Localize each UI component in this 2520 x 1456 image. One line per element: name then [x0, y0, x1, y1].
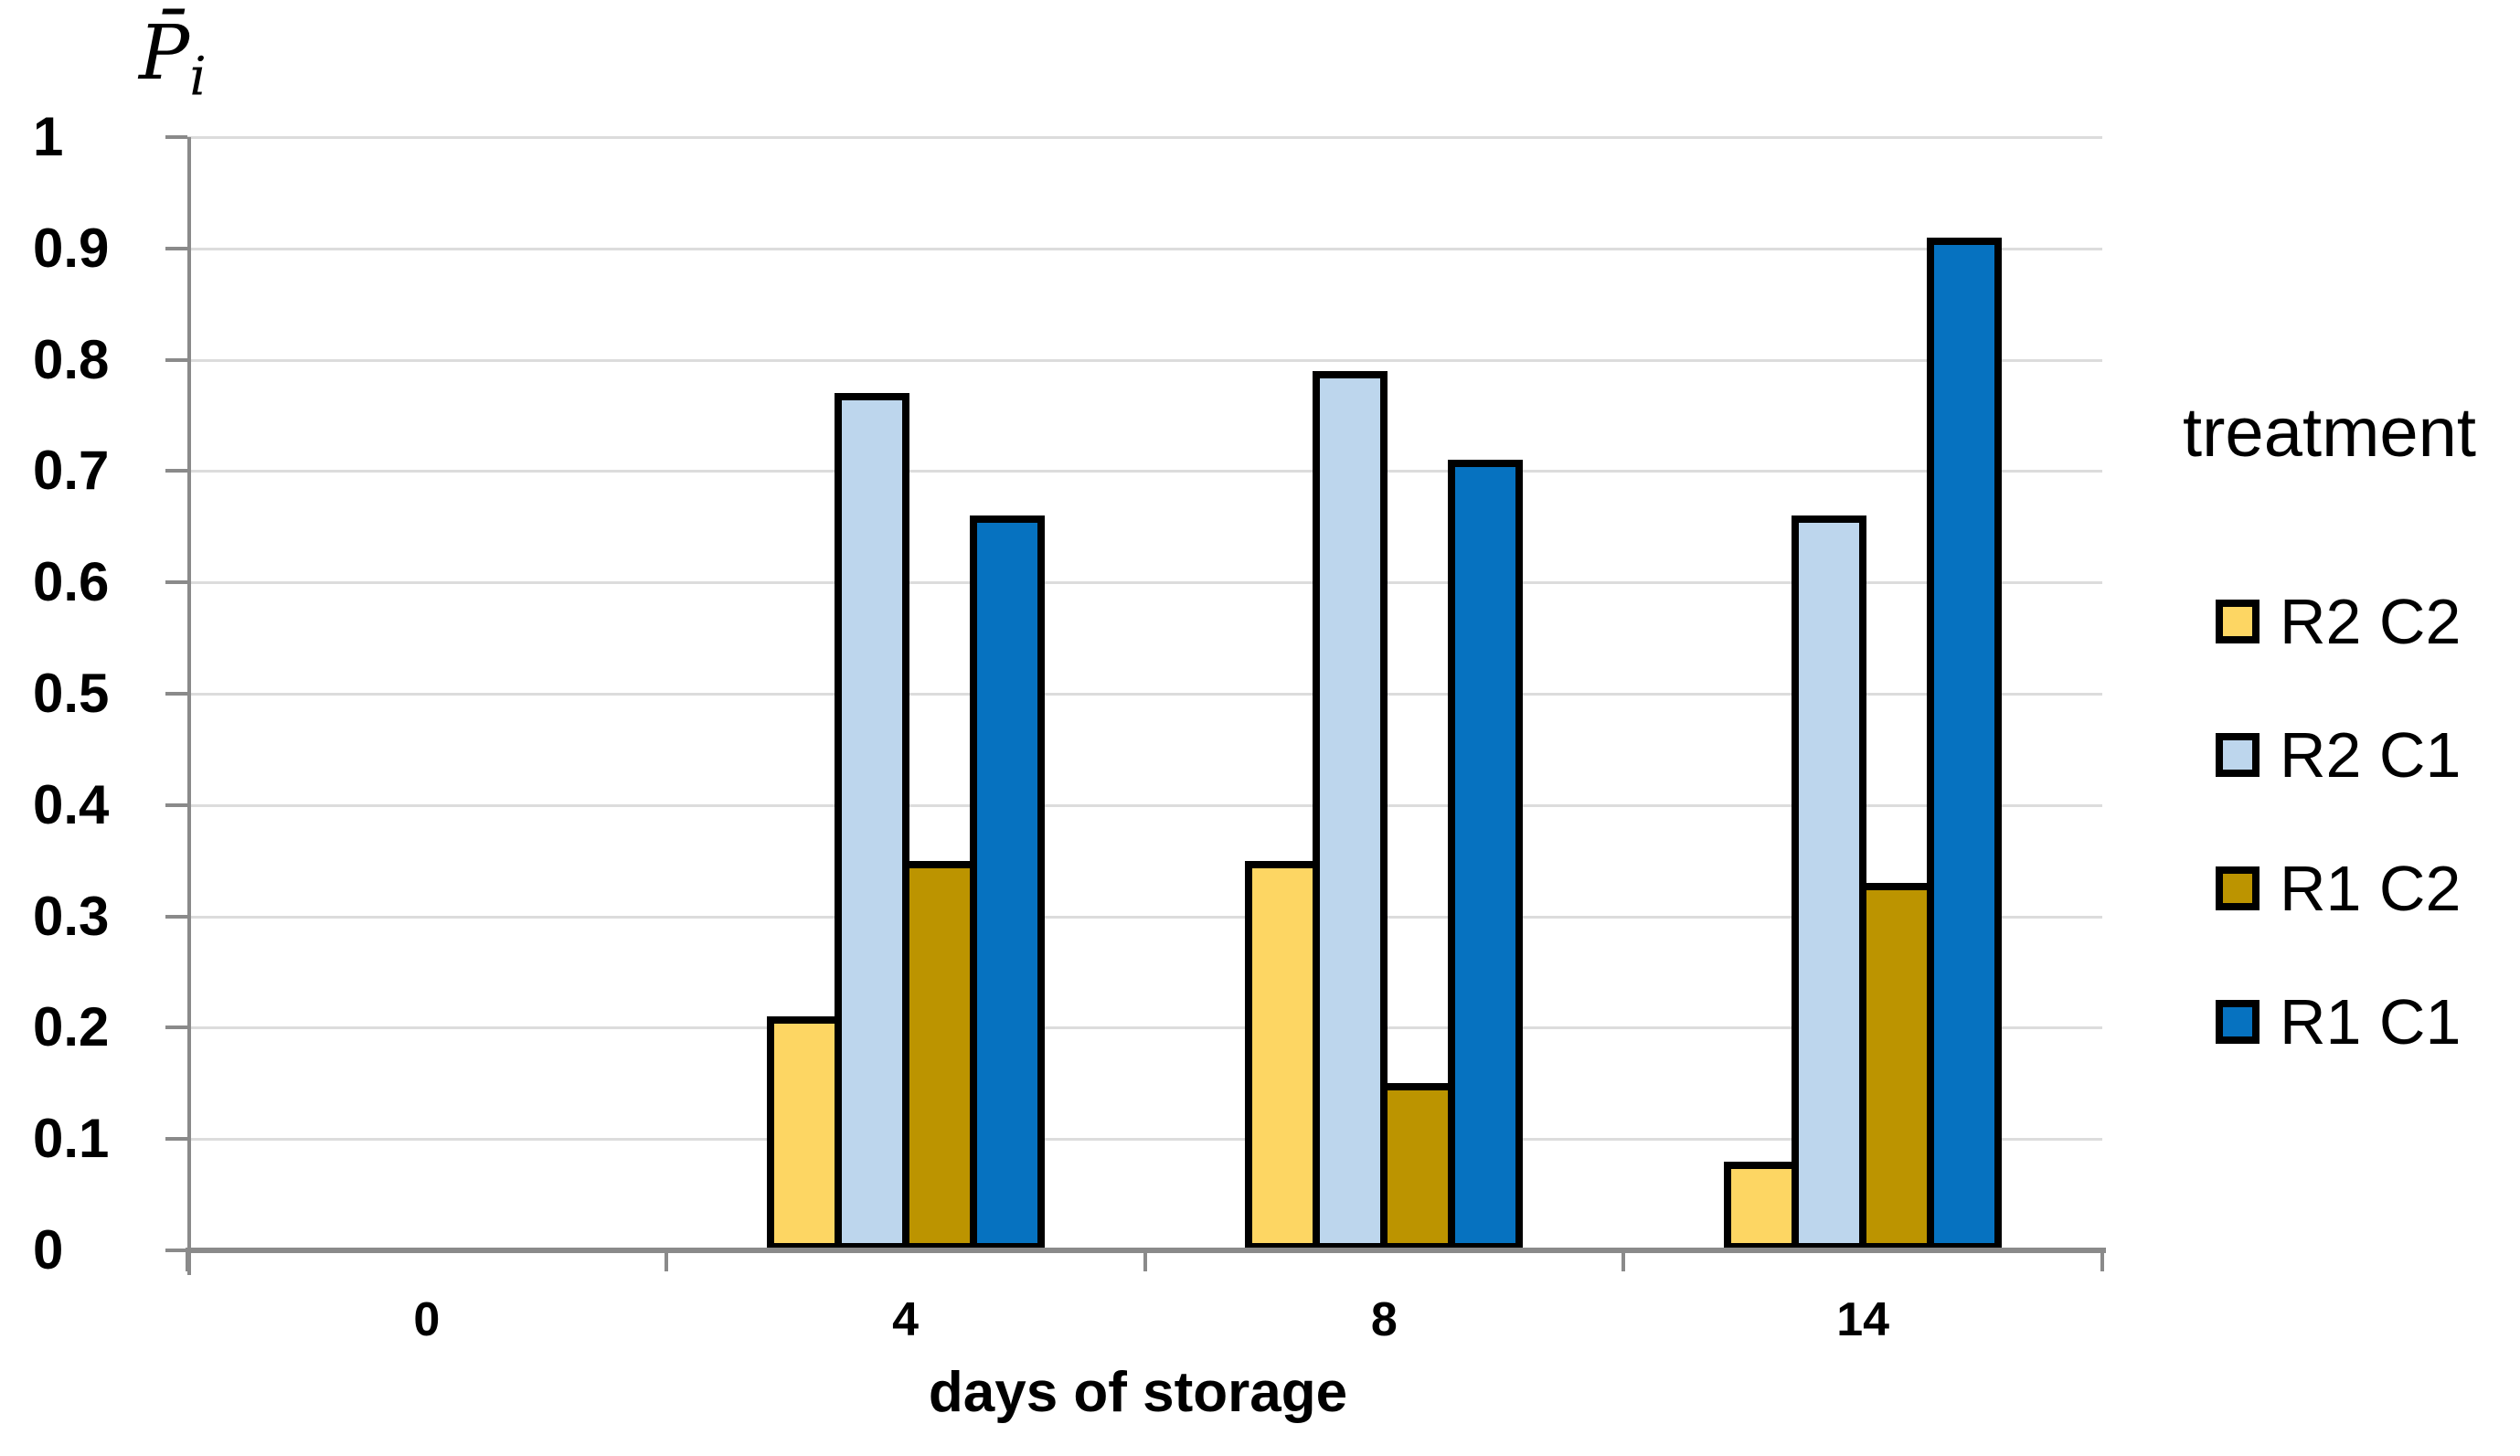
y-axis-tick: [165, 914, 187, 919]
x-tick-label: 8: [1370, 1293, 1398, 1346]
gridline: [187, 693, 2102, 696]
y-axis-title: P̄i: [139, 16, 207, 103]
y-axis-tick: [165, 135, 187, 139]
y-tick-label: 0.6: [33, 551, 110, 613]
y-tick-label: 0.2: [33, 996, 110, 1058]
bar-r1-c1-day-8: [1448, 460, 1524, 1250]
bar-r2-c2-day-14: [1724, 1162, 1800, 1250]
x-axis-boundary-tick: [664, 1248, 668, 1271]
y-axis-tick: [165, 692, 187, 696]
legend-item-r2-c1: R2 C1: [2216, 723, 2461, 787]
gridline: [187, 1026, 2102, 1030]
y-axis-line: [187, 137, 191, 1275]
x-axis-boundary-tick: [1143, 1248, 1147, 1271]
bar-r1-c2-day-14: [1859, 883, 1935, 1250]
bar-r1-c2-day-4: [901, 861, 977, 1250]
gridline: [187, 358, 2102, 362]
y-axis-title-symbol: P̄: [139, 10, 190, 97]
x-tick-label: 0: [413, 1293, 441, 1346]
y-tick-label: 0.7: [33, 440, 110, 502]
gridline: [187, 803, 2102, 807]
gridline: [187, 581, 2102, 585]
y-tick-label: 0: [33, 1219, 64, 1281]
bar-r2-c2-day-4: [766, 1016, 842, 1250]
bar-r2-c1-day-8: [1313, 371, 1388, 1250]
legend-swatch-icon: [2216, 600, 2259, 643]
gridline: [187, 1138, 2102, 1142]
y-tick-label: 0.3: [33, 885, 110, 947]
legend-item-label: R2 C2: [2280, 586, 2462, 657]
x-axis-boundary-tick: [186, 1248, 189, 1271]
x-tick-label: 4: [892, 1293, 920, 1346]
bar-r1-c2-day-8: [1380, 1083, 1456, 1250]
x-axis-title: days of storage: [928, 1361, 1348, 1424]
x-tick-label: 14: [1836, 1293, 1890, 1346]
gridline: [187, 470, 2102, 473]
y-axis-tick: [165, 246, 187, 250]
x-axis-line: [187, 1248, 2106, 1253]
legend-swatch-icon: [2216, 1000, 2259, 1044]
legend-item-label: R1 C2: [2280, 853, 2462, 924]
bar-r2-c1-day-4: [834, 393, 909, 1250]
gridline: [187, 247, 2102, 250]
y-tick-label: 0.8: [33, 328, 110, 390]
y-axis-tick: [165, 580, 187, 585]
gridline: [187, 136, 2102, 139]
y-tick-label: 0.5: [33, 663, 110, 724]
y-tick-label: 0.9: [33, 217, 110, 279]
bar-r2-c2-day-8: [1245, 861, 1321, 1250]
gridline: [187, 915, 2102, 919]
y-axis-tick: [165, 1026, 187, 1030]
y-axis-tick: [165, 1249, 187, 1252]
bar-r1-c1-day-14: [1927, 238, 2003, 1250]
legend-item-r1-c2: R1 C2: [2216, 856, 2461, 920]
legend-item-label: R2 C1: [2280, 719, 2462, 791]
legend-title: treatment: [2183, 394, 2477, 472]
y-tick-label: 0.4: [33, 773, 110, 835]
y-tick-label: 1: [33, 106, 64, 167]
legend-item-label: R1 C1: [2280, 986, 2462, 1057]
y-axis-tick: [165, 802, 187, 807]
x-axis-boundary-tick: [2100, 1248, 2104, 1271]
legend-swatch-icon: [2216, 866, 2259, 910]
x-axis-boundary-tick: [1622, 1248, 1626, 1271]
bar-r1-c1-day-4: [969, 515, 1045, 1250]
y-axis-tick: [165, 1137, 187, 1142]
y-tick-label: 0.1: [33, 1108, 110, 1170]
legend-swatch-icon: [2216, 733, 2259, 777]
legend-item-r1-c1: R1 C1: [2216, 990, 2461, 1054]
bar-r2-c1-day-14: [1792, 515, 1867, 1250]
y-axis-title-subscript: i: [189, 45, 207, 108]
y-axis-tick: [165, 469, 187, 473]
y-axis-tick: [165, 357, 187, 362]
legend-item-r2-c2: R2 C2: [2216, 590, 2461, 654]
